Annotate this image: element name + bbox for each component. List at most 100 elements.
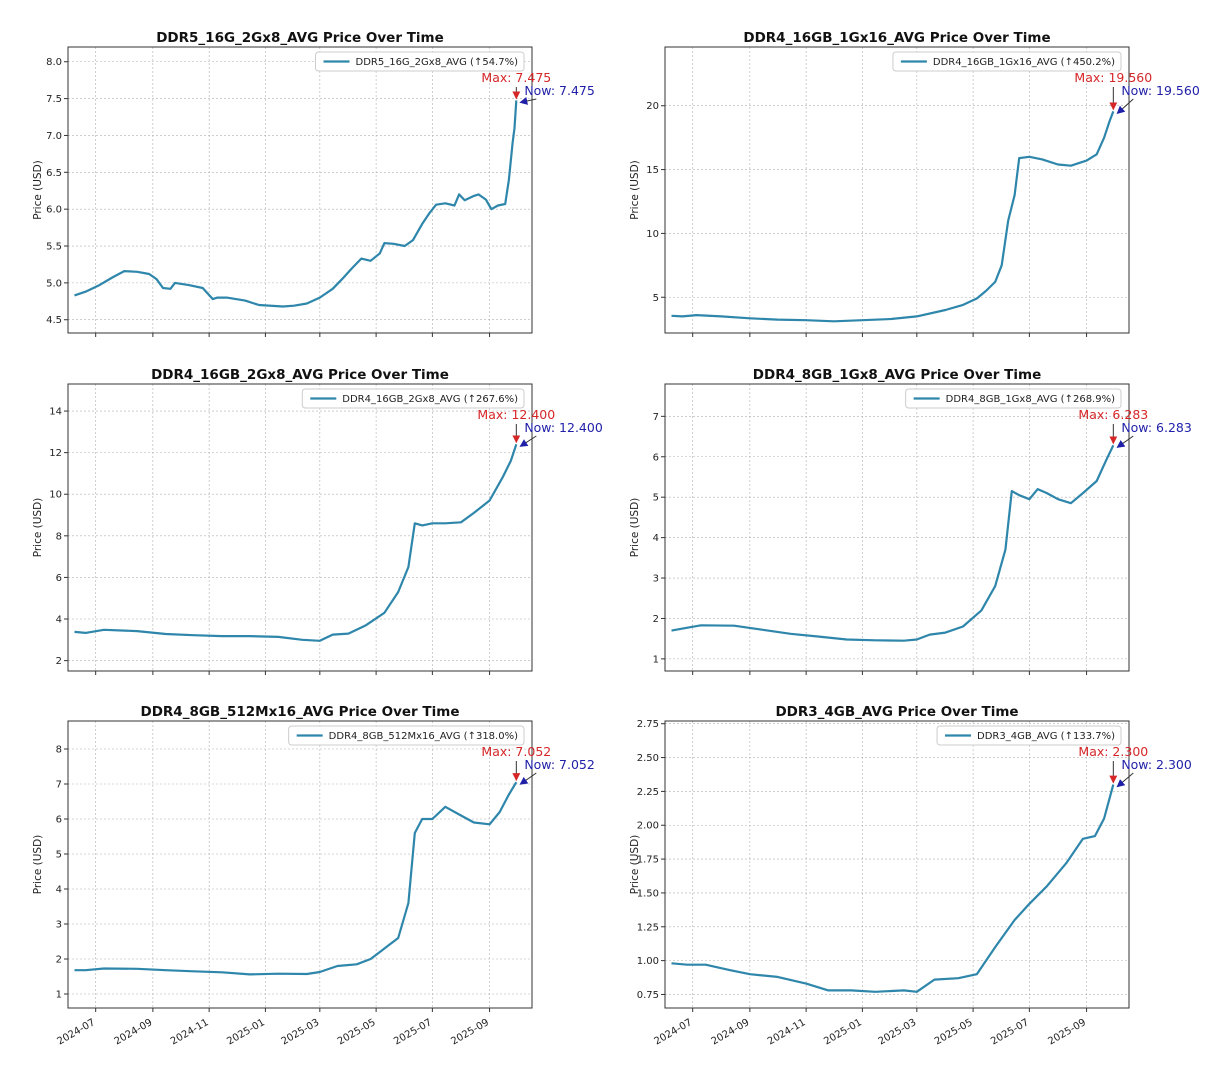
y-tick-label: 14 [49, 407, 62, 418]
y-tick-label: 5 [56, 850, 62, 861]
x-tick-label: 2024-07 [55, 1017, 97, 1047]
legend-label: DDR5_16G_2Gx8_AVG (↑54.7%) [356, 57, 519, 68]
chart-panel-1: 4.5 5.0 5.5 6.0 6.5 7.0 7.5 8.0 DDR5_16G_2Gx8_AV… [32, 30, 595, 337]
legend-box [892, 51, 1122, 72]
axes-frame [664, 46, 1130, 334]
chart-panel-5: 1 2 3 4 5 6 7 8 2024-07 2024-09 2024-11 2025-01 2025… [32, 704, 595, 1047]
y-tick-label: 12 [49, 448, 62, 459]
y-tick-label: 20 [646, 101, 659, 112]
legend-box [315, 51, 525, 72]
chart-panel-3: 2 4 6 8 10 12 14 DDR4_16GB_2Gx8_AVG Price Over … [32, 367, 603, 675]
chart-title: DDR4_8GB_1Gx8_AVG Price Over Time [753, 367, 1041, 383]
legend-label: DDR3_4GB_AVG (↑133.7%) [977, 731, 1115, 742]
y-tick-label: 2.75 [637, 719, 659, 730]
now-arrow [1116, 435, 1134, 448]
price-series-line [74, 100, 518, 308]
y-tick-label: 4 [653, 533, 659, 544]
axes-frame [67, 720, 533, 1009]
y-tick-label: 7.0 [46, 131, 62, 142]
x-tick-label: 2025-09 [449, 1017, 491, 1047]
price-series-line [74, 443, 518, 642]
now-arrow [519, 772, 537, 785]
max-annotation: Max: 7.052 [481, 744, 551, 759]
now-annotation: Now: 6.283 [1121, 420, 1192, 435]
y-tick-label: 6 [56, 815, 62, 826]
price-series-line [74, 781, 518, 976]
legend-label: DDR4_8GB_1Gx8_AVG (↑268.9%) [946, 394, 1115, 405]
y-tick-label: 15 [646, 165, 659, 176]
max-annotation: Max: 12.400 [477, 407, 555, 422]
x-tick-label: 2025-07 [392, 1017, 434, 1047]
now-arrow [1116, 98, 1134, 115]
y-tick-label: 1.75 [637, 855, 659, 866]
now-arrow [519, 97, 537, 105]
chart-panel-6: 0.75 1.00 1.25 1.50 1.75 2.00 2.25 2.50 2.75 2024… [629, 704, 1192, 1047]
y-tick-label: 6 [653, 452, 659, 463]
y-tick-label: 7 [56, 780, 62, 791]
now-annotation: Now: 2.300 [1121, 757, 1192, 772]
y-tick-label: 6 [56, 573, 62, 584]
y-axis-label: Price (USD) [32, 835, 44, 895]
y-tick-label: 8 [56, 531, 62, 542]
y-tick-label: 1.25 [637, 922, 659, 933]
now-arrow [519, 435, 537, 447]
y-tick-label: 1.50 [637, 888, 659, 899]
y-tick-label: 6.5 [46, 168, 62, 179]
y-tick-label: 8.0 [46, 57, 62, 68]
y-tick-label: 1 [56, 990, 62, 1001]
x-tick-label: 2024-07 [652, 1017, 694, 1047]
y-axis-label: Price (USD) [629, 835, 641, 895]
y-tick-label: 2 [653, 614, 659, 625]
x-tick-label: 2024-09 [710, 1017, 752, 1047]
y-tick-label: 5 [653, 293, 659, 304]
y-axis-label: Price (USD) [32, 498, 44, 558]
x-tick-label: 2025-07 [989, 1017, 1031, 1047]
max-annotation: Max: 6.283 [1078, 407, 1148, 422]
y-axis-label: Price (USD) [629, 160, 641, 220]
x-tick-label: 2025-09 [1046, 1017, 1088, 1047]
x-tick-label: 2025-05 [336, 1017, 378, 1047]
y-tick-label: 7.5 [46, 94, 62, 105]
chart-title: DDR3_4GB_AVG Price Over Time [775, 704, 1018, 720]
y-axis-label: Price (USD) [629, 498, 641, 558]
y-tick-label: 1 [653, 654, 659, 665]
y-tick-label: 0.75 [637, 990, 659, 1001]
x-tick-label: 2025-03 [280, 1017, 322, 1047]
chart-panel-2: 5 10 15 20 DDR4_16GB_1Gx16_AVG Price Over Ti… [629, 30, 1200, 337]
price-series-line [671, 444, 1115, 642]
axes-frame [67, 383, 533, 672]
y-tick-label: 8 [56, 745, 62, 756]
x-tick-label: 2025-03 [877, 1017, 919, 1047]
y-tick-label: 3 [653, 574, 659, 585]
y-tick-label: 2 [56, 656, 62, 667]
now-arrow [1116, 772, 1134, 788]
axes-frame [664, 720, 1130, 1009]
x-tick-label: 2024-09 [113, 1017, 155, 1047]
y-tick-label: 5 [653, 493, 659, 504]
y-tick-label: 2 [56, 955, 62, 966]
chart-title: DDR4_16GB_1Gx16_AVG Price Over Time [743, 30, 1050, 46]
y-tick-label: 10 [646, 229, 659, 240]
legend-label: DDR4_16GB_1Gx16_AVG (↑450.2%) [933, 57, 1115, 68]
y-tick-label: 6.0 [46, 205, 62, 216]
price-series-line [671, 111, 1115, 323]
legend-label: DDR4_16GB_2Gx8_AVG (↑267.6%) [342, 394, 518, 405]
y-tick-label: 7 [653, 412, 659, 423]
y-tick-label: 5.5 [46, 242, 62, 253]
legend-box [936, 725, 1122, 746]
now-annotation: Now: 7.052 [524, 757, 595, 772]
y-tick-label: 4 [56, 885, 62, 896]
price-series-line [671, 784, 1115, 993]
legend-box [905, 388, 1122, 409]
x-tick-label: 2025-01 [225, 1017, 267, 1047]
now-annotation: Now: 12.400 [524, 420, 603, 435]
x-tick-label: 2025-05 [933, 1017, 975, 1047]
now-annotation: Now: 19.560 [1121, 83, 1200, 98]
max-annotation: Max: 2.300 [1078, 744, 1148, 759]
y-tick-label: 4 [56, 615, 62, 626]
max-annotation: Max: 19.560 [1074, 70, 1152, 85]
axes-frame [67, 46, 533, 334]
y-tick-label: 1.00 [637, 956, 659, 967]
legend-box [288, 725, 525, 746]
